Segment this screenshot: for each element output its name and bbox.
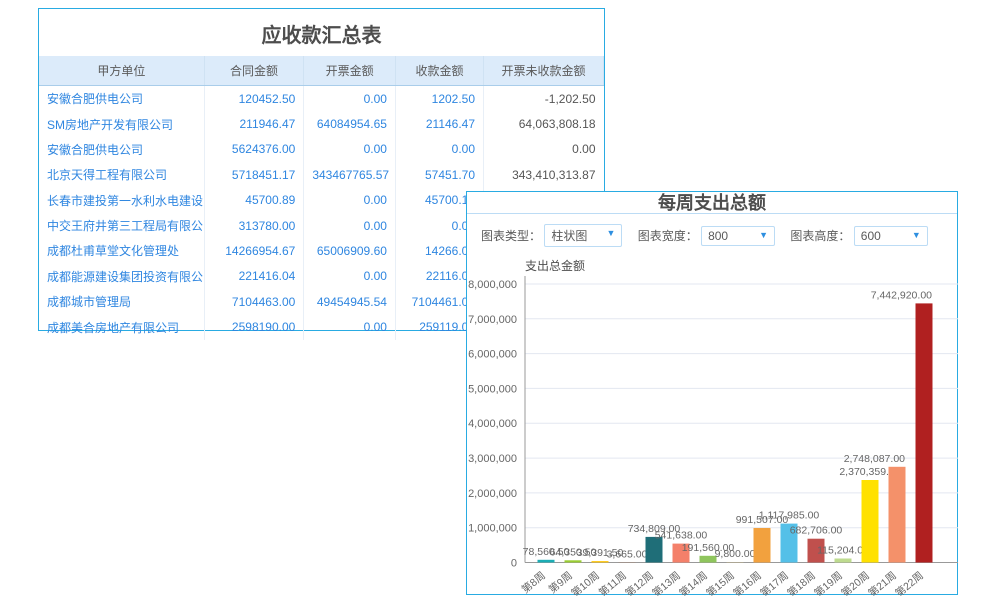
svg-text:2,000,000: 2,000,000 [468, 488, 517, 500]
svg-text:7,000,000: 7,000,000 [468, 314, 517, 326]
svg-text:第10周: 第10周 [569, 569, 602, 596]
svg-text:第22周: 第22周 [893, 569, 926, 596]
svg-text:2,748,087.00: 2,748,087.00 [844, 453, 905, 465]
svg-text:1,000,000: 1,000,000 [468, 523, 517, 535]
svg-text:支出总金额: 支出总金额 [525, 258, 585, 273]
svg-text:7,442,920.00: 7,442,920.00 [871, 289, 932, 301]
svg-text:3,665.00: 3,665.00 [607, 548, 648, 560]
svg-text:0: 0 [511, 558, 517, 570]
svg-text:6,000,000: 6,000,000 [468, 349, 517, 361]
svg-text:1,117,985.00: 1,117,985.00 [759, 510, 820, 522]
svg-text:9,800.00: 9,800.00 [715, 548, 756, 560]
svg-text:4,000,000: 4,000,000 [468, 418, 517, 430]
svg-text:3,000,000: 3,000,000 [468, 453, 517, 465]
svg-text:115,204.00: 115,204.00 [817, 545, 869, 557]
svg-text:682,706.00: 682,706.00 [790, 525, 843, 537]
svg-text:541,638.00: 541,638.00 [655, 530, 708, 542]
svg-text:8,000,000: 8,000,000 [468, 279, 517, 291]
svg-text:5,000,000: 5,000,000 [468, 383, 517, 395]
svg-text:第8周: 第8周 [519, 569, 548, 596]
